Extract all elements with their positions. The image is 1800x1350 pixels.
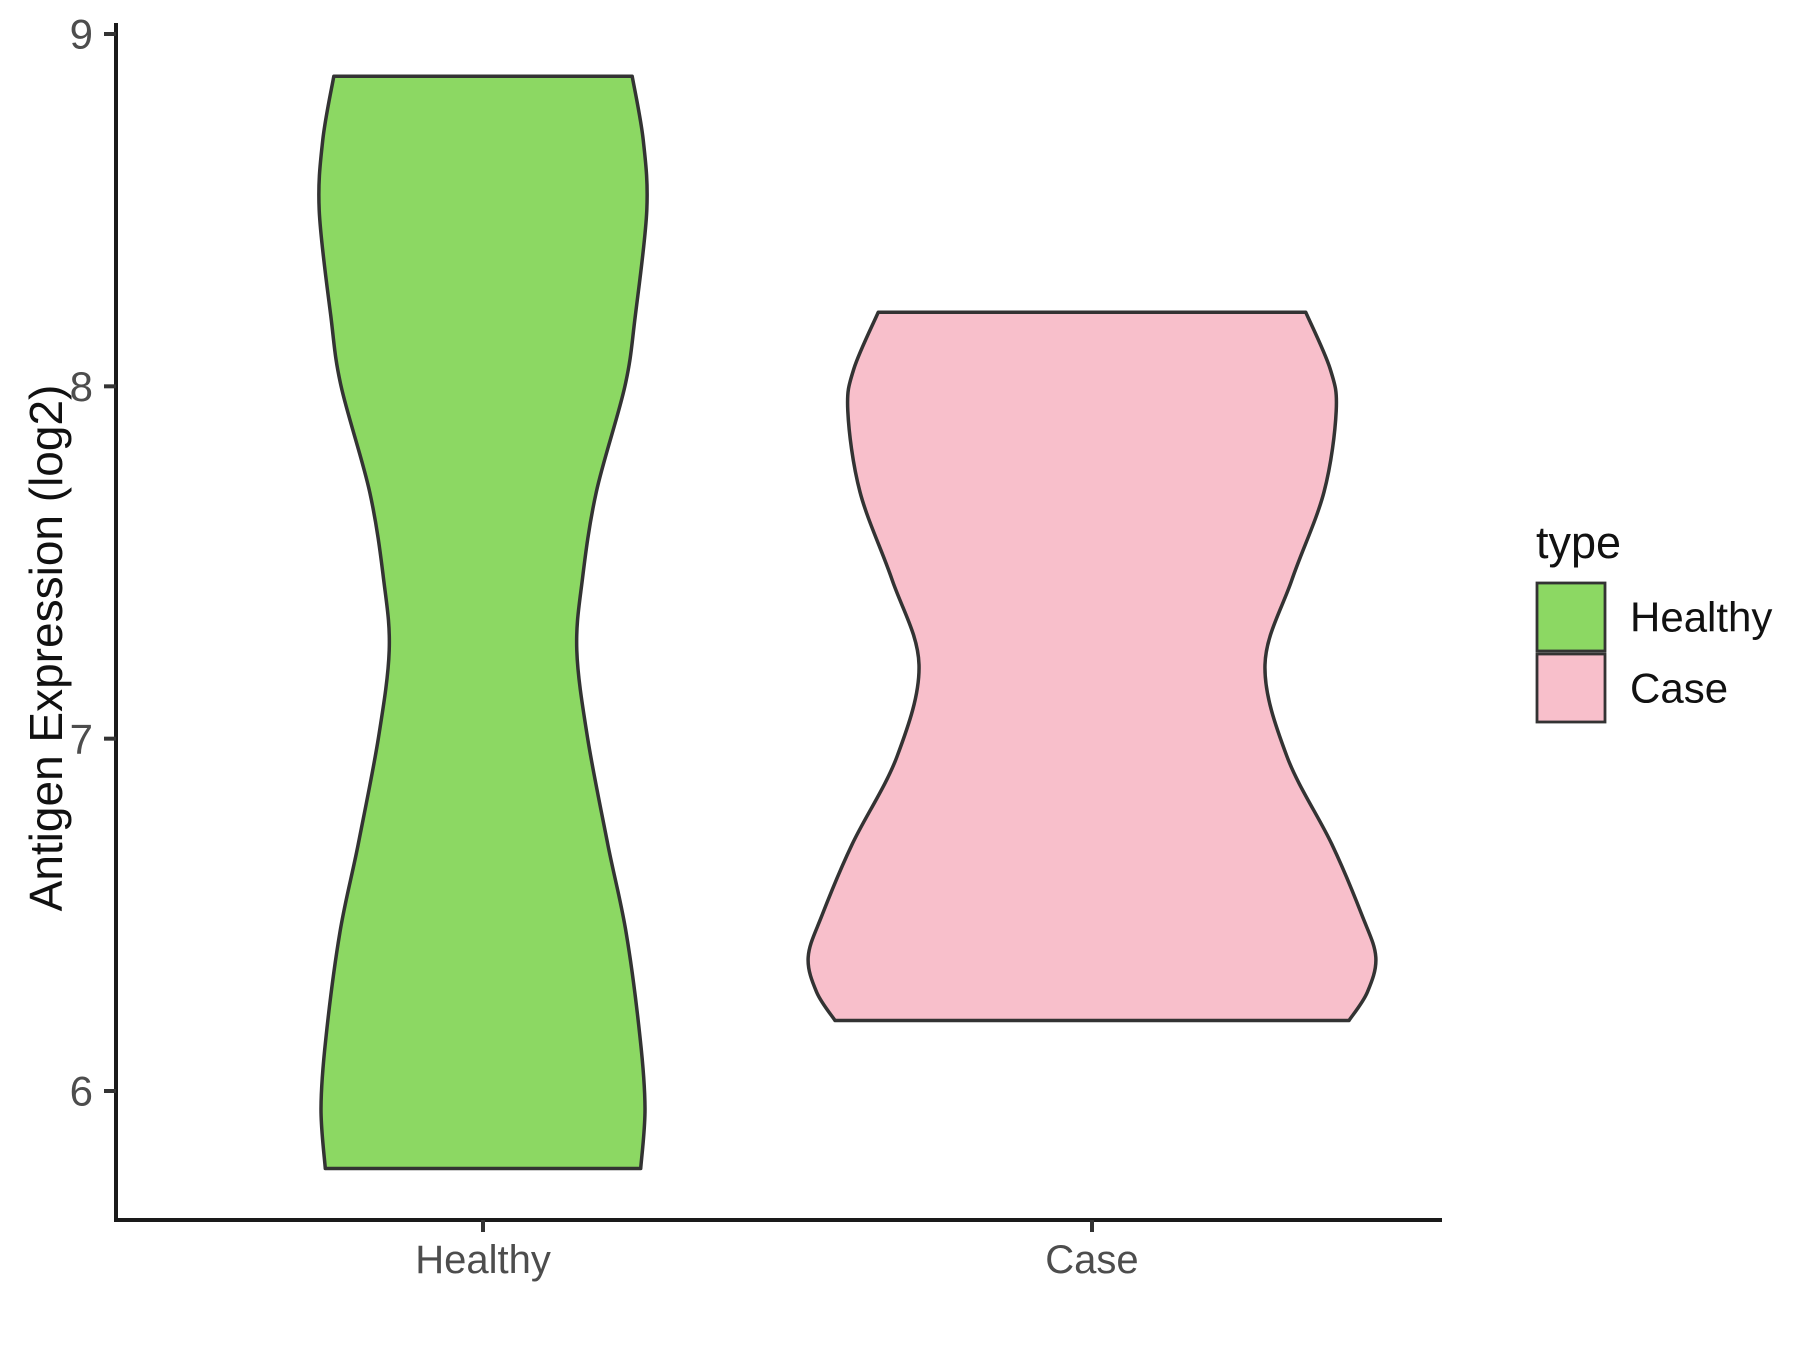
legend-label-healthy: Healthy	[1630, 594, 1772, 641]
x-tick-label: Case	[1045, 1238, 1138, 1282]
violin-healthy	[317, 74, 649, 1171]
x-axis-ticks: Healthy Case	[415, 1220, 1139, 1282]
legend: type Healthy Case	[1535, 517, 1772, 724]
y-tick-label: 7	[70, 715, 93, 762]
violins-group	[317, 74, 1378, 1171]
y-tick-label: 9	[70, 11, 93, 58]
y-axis-ticks: 9 8 7 6	[70, 11, 116, 1115]
y-axis-title: Antigen Expression (log2)	[20, 385, 72, 912]
y-tick-label: 8	[70, 363, 93, 410]
legend-label-case: Case	[1630, 665, 1728, 712]
y-tick-label: 6	[70, 1068, 93, 1115]
legend-title: type	[1536, 517, 1621, 568]
legend-key-case	[1535, 652, 1607, 724]
legend-key-healthy	[1535, 581, 1607, 653]
violin-case	[806, 310, 1378, 1023]
x-tick-label: Healthy	[415, 1238, 551, 1282]
